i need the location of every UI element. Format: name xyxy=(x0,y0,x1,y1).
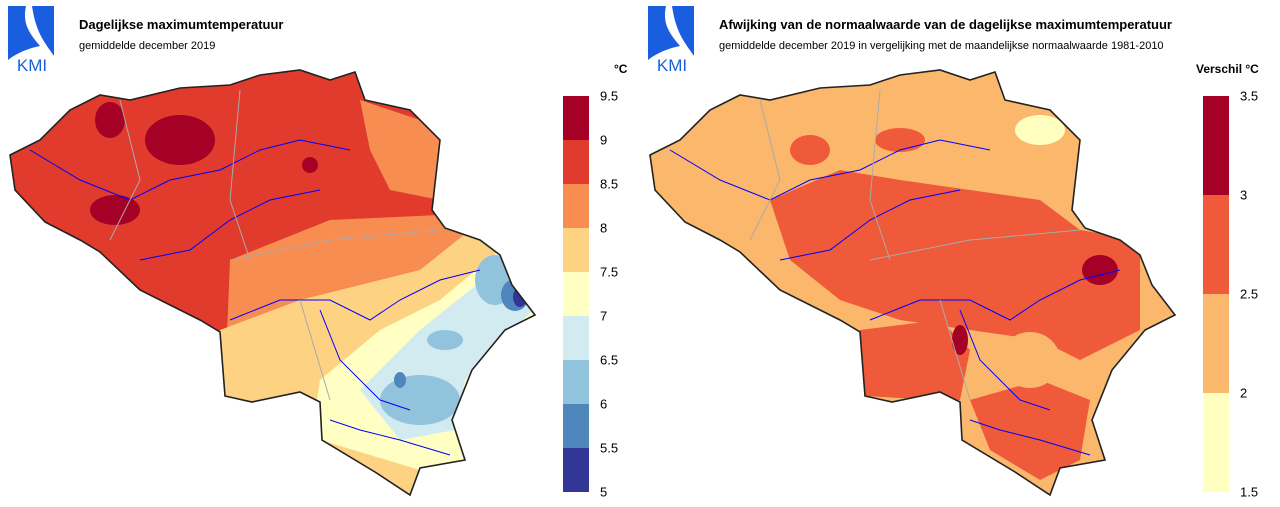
legend-unit: °C xyxy=(614,62,628,76)
legend-tick-label: 6 xyxy=(600,396,608,412)
legend-tick-label: 1.5 xyxy=(1240,484,1259,500)
legend-tick-label: 8 xyxy=(600,220,608,236)
color-legend xyxy=(1203,96,1229,492)
province-borders xyxy=(109,89,441,401)
legend-color-bin xyxy=(563,360,589,404)
legend-color-bin xyxy=(563,140,589,184)
rivers xyxy=(29,139,481,456)
legend-tick-label: 7.5 xyxy=(600,264,619,280)
legend-tick-label: 3 xyxy=(1240,187,1248,203)
belgium-anomaly-map xyxy=(649,69,1176,496)
legend-color-bin xyxy=(563,228,589,272)
legend-tick-label: 6.5 xyxy=(600,352,619,368)
temperature-anomaly-panel: KMI Afwijking van de normaalwaarde van d… xyxy=(640,0,1280,507)
svg-text:KMI: KMI xyxy=(17,56,47,72)
map-title: Dagelijkse maximumtemperatuur xyxy=(79,17,284,32)
legend-tick-label: 3.5 xyxy=(1240,88,1259,104)
legend-tick-label: 2 xyxy=(1240,385,1248,401)
kmi-logo: KMI xyxy=(8,6,54,72)
svg-text:KMI: KMI xyxy=(657,56,687,72)
legend-tick-label: 8.5 xyxy=(600,176,619,192)
province-borders xyxy=(749,89,1081,401)
map-title: Afwijking van de normaalwaarde van de da… xyxy=(719,17,1172,32)
legend-unit: Verschil °C xyxy=(1196,62,1259,76)
legend-tick-label: 7 xyxy=(600,308,608,324)
map-subtitle: gemiddelde december 2019 xyxy=(79,40,216,52)
legend-tick-label: 9 xyxy=(600,132,608,148)
color-legend xyxy=(563,96,589,492)
belgium-temperature-map xyxy=(9,69,536,496)
legend-color-bin xyxy=(563,184,589,228)
legend-color-bin xyxy=(563,448,589,492)
legend-color-bin xyxy=(563,96,589,140)
legend-color-bin xyxy=(563,272,589,316)
max-temperature-panel: KMI Dagelijkse maximumtemperatuur gemidd… xyxy=(8,6,628,500)
legend-tick-label: 5 xyxy=(600,484,608,500)
legend-color-bin xyxy=(563,316,589,360)
legend-color-bin xyxy=(563,404,589,448)
legend-color-bin xyxy=(1203,96,1229,195)
map-subtitle: gemiddelde december 2019 in vergelijking… xyxy=(719,40,1164,52)
legend-tick-label: 9.5 xyxy=(600,88,619,104)
legend-tick-label: 5.5 xyxy=(600,440,619,456)
legend-color-bin xyxy=(1203,294,1229,393)
legend-tick-label: 2.5 xyxy=(1240,286,1259,302)
legend-color-bin xyxy=(1203,195,1229,294)
legend-color-bin xyxy=(1203,393,1229,492)
kmi-logo: KMI xyxy=(648,6,694,72)
rivers xyxy=(669,139,1121,456)
